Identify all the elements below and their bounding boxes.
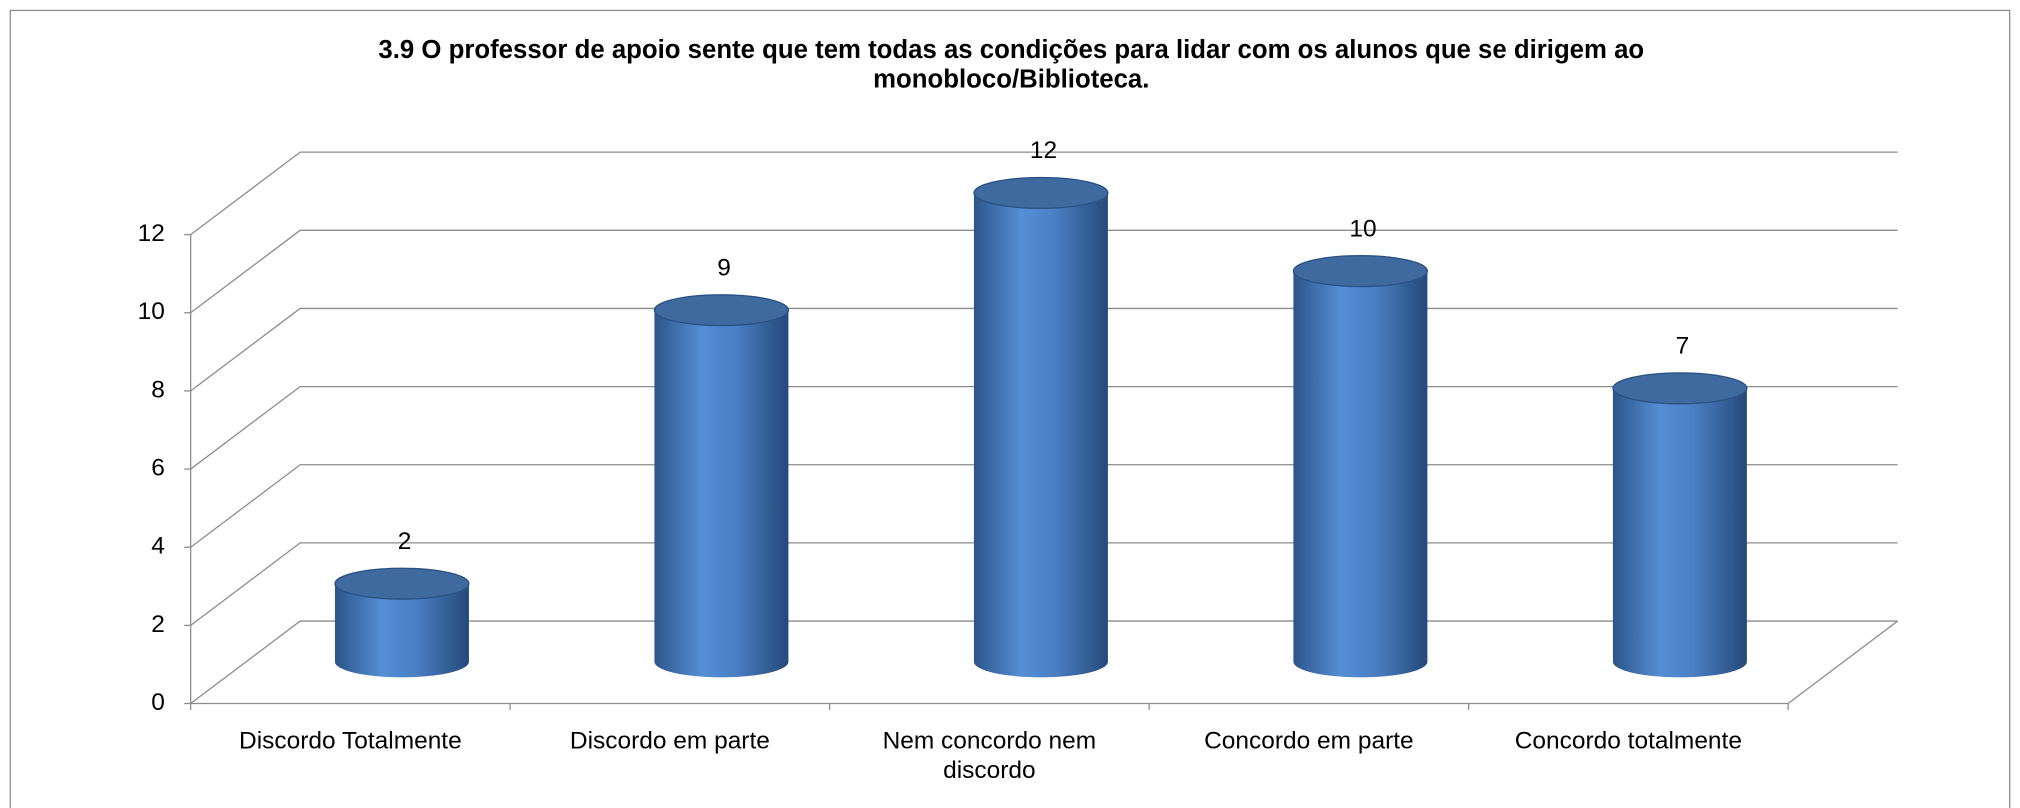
bar-top-shade xyxy=(973,177,1108,209)
x-label-box: Concordo totalmente xyxy=(1514,727,1742,756)
value-label: 2 xyxy=(398,528,412,555)
chart-title: 3.9 O professor de apoio sente que tem t… xyxy=(378,36,1645,95)
y-tick-label: 10 xyxy=(138,298,165,325)
x-tick-label: Concordo em parte xyxy=(1204,727,1414,756)
x-tick-label: Discordo Totalmente xyxy=(239,727,462,756)
y-tick-label: 12 xyxy=(138,220,165,247)
bar-top-shade xyxy=(334,568,469,600)
title-box: 3.9 O professor de apoio sente que tem t… xyxy=(378,36,1645,95)
bar xyxy=(1292,255,1429,678)
y-tick-label: 4 xyxy=(151,533,165,560)
bar xyxy=(1612,372,1748,678)
bar-top xyxy=(1612,372,1748,405)
x-tick-label: Concordo totalmente xyxy=(1514,727,1742,756)
x-label-box: Discordo em parte xyxy=(569,727,770,756)
y-tick-label: 0 xyxy=(151,689,165,716)
bar-top-shade xyxy=(654,294,789,326)
y-tick-label: 2 xyxy=(151,611,165,638)
bar-body xyxy=(1612,388,1747,678)
bar-top xyxy=(1292,255,1429,288)
x-label-box: Concordo em parte xyxy=(1204,727,1414,756)
value-label: 7 xyxy=(1676,333,1690,360)
x-label-box: Nem concordo nem discordo xyxy=(882,727,1097,785)
x-label-box: Discordo Totalmente xyxy=(239,727,462,756)
bar-body xyxy=(973,192,1108,678)
x-tick-label: Discordo em parte xyxy=(569,727,770,756)
y-tick-label: 8 xyxy=(151,376,165,403)
bar-top xyxy=(334,567,470,600)
bar-body xyxy=(334,583,469,678)
chart-border xyxy=(9,9,2011,808)
bar-top-shade xyxy=(1293,255,1428,287)
bar-body xyxy=(1293,271,1428,678)
bar-top xyxy=(653,294,790,327)
grid-line xyxy=(190,229,1898,314)
y-tick-label: 6 xyxy=(151,455,165,482)
bar xyxy=(973,176,1109,678)
bar xyxy=(653,294,790,678)
value-label: 10 xyxy=(1349,215,1376,242)
bar-top-shade xyxy=(1612,372,1747,404)
x-tick-label: Nem concordo nem discordo xyxy=(882,727,1097,785)
grid-line xyxy=(190,151,1898,236)
value-label: 9 xyxy=(717,254,731,281)
bar-body xyxy=(654,310,789,678)
bar xyxy=(334,567,470,678)
value-label: 12 xyxy=(1030,137,1057,164)
bar-top xyxy=(973,176,1109,210)
